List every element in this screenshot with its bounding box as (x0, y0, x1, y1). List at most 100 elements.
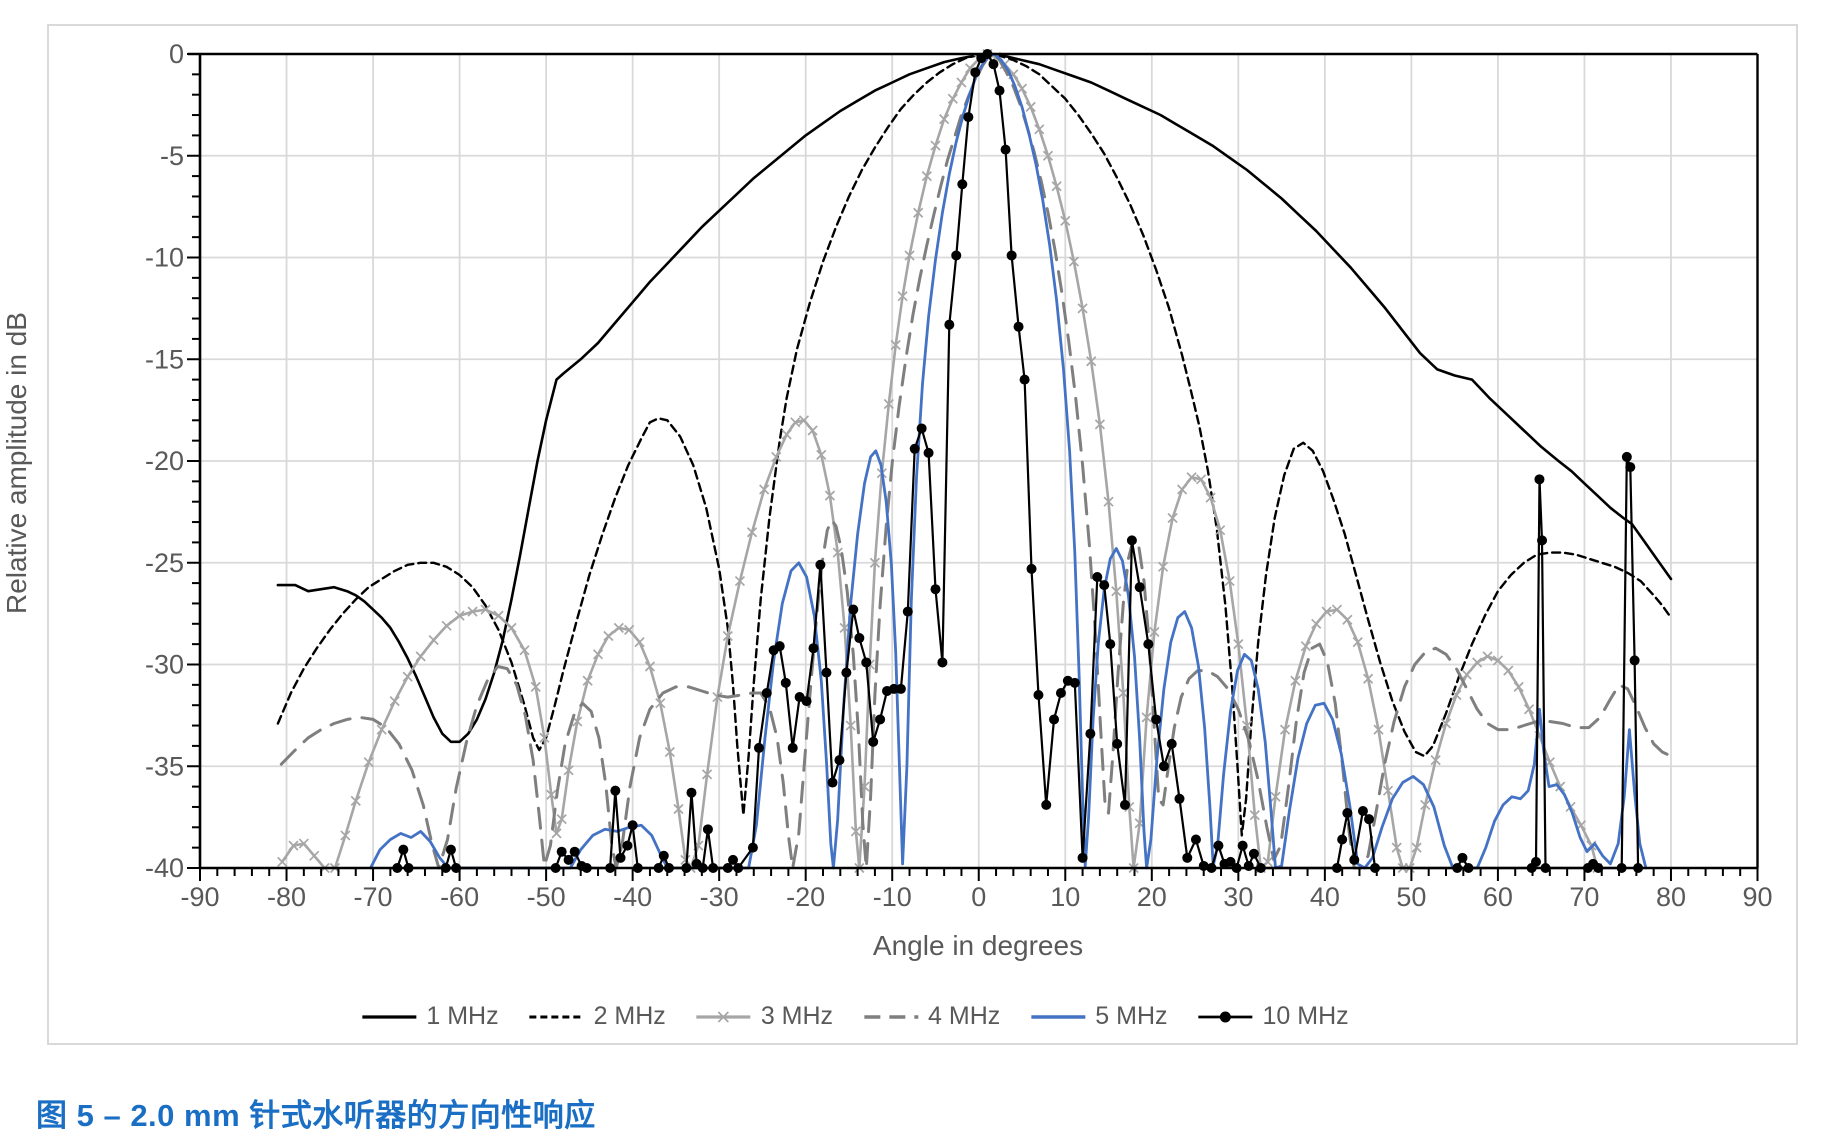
x-marker (1279, 724, 1291, 735)
dot-marker (1190, 834, 1201, 845)
x-marker (592, 649, 604, 660)
dot-marker (970, 67, 981, 78)
x-marker (1068, 256, 1080, 267)
legend: 1 MHz 2 MHz 3 MHz 4 MHz 5 MHz 10 MHz (361, 1002, 1349, 1031)
dot-marker (728, 854, 739, 865)
x-marker (530, 681, 541, 692)
x-marker (493, 610, 504, 621)
dot-marker (569, 846, 580, 857)
x-marker (428, 634, 439, 646)
x-marker (904, 250, 915, 261)
x-tick-label: 0 (971, 882, 986, 912)
dot-marker (1119, 799, 1130, 810)
x-marker (947, 93, 958, 104)
dot-marker (1069, 677, 1080, 688)
x-marker (701, 769, 713, 780)
x-marker (277, 856, 288, 867)
dot-marker (875, 714, 886, 725)
series-line-2-mhz (276, 52, 1673, 837)
dot-marker (1085, 728, 1096, 739)
legend-item-10-mhz: 10 MHz (1198, 1002, 1349, 1031)
dot-marker (944, 319, 955, 330)
dot-marker (1055, 687, 1066, 698)
x-marker (790, 417, 801, 428)
x-marker (1440, 718, 1452, 729)
dot-marker (923, 447, 934, 458)
x-marker (673, 803, 684, 815)
dot-marker (801, 696, 812, 707)
x-marker (1025, 101, 1036, 113)
x-marker (930, 140, 941, 151)
dot-marker (937, 657, 948, 668)
x-marker (1391, 842, 1402, 853)
dot-marker (868, 736, 879, 747)
x-marker (415, 651, 426, 662)
dot-marker (774, 641, 785, 652)
x-tick-label: 70 (1569, 882, 1599, 912)
dot-marker (658, 850, 669, 861)
y-tick-label: -10 (145, 243, 184, 273)
x-marker (1224, 575, 1235, 587)
dot-marker (1019, 374, 1030, 385)
x-marker (1016, 83, 1028, 94)
dot-marker (902, 606, 913, 617)
x-marker (376, 724, 387, 735)
dot-marker (1166, 738, 1177, 749)
dot-marker (1049, 714, 1060, 725)
x-marker (546, 789, 557, 800)
dot-marker (988, 59, 999, 70)
x-marker (340, 830, 351, 841)
x-marker (1051, 181, 1062, 192)
x-marker (624, 624, 635, 636)
x-tick-label: 50 (1396, 882, 1426, 912)
x-marker (913, 207, 924, 218)
x-marker (845, 720, 856, 731)
x-marker (781, 429, 792, 440)
dot-marker (909, 443, 920, 454)
x-marker (890, 339, 901, 351)
x-marker (1342, 614, 1353, 625)
dot-marker (563, 854, 574, 865)
legend-line-sample (1198, 1011, 1253, 1022)
x-marker (1094, 419, 1105, 430)
x-marker (1141, 712, 1152, 723)
x-marker (850, 826, 861, 837)
x-marker (1118, 687, 1129, 699)
dot-marker (1342, 808, 1353, 819)
x-tick-label: -80 (267, 882, 306, 912)
x-marker (644, 661, 656, 672)
x-marker (1451, 689, 1462, 701)
x-marker (824, 490, 836, 501)
x-tick-label: -40 (613, 882, 652, 912)
dot-marker (1105, 639, 1116, 650)
dot-marker (1077, 852, 1088, 863)
x-tick-label: -50 (527, 882, 566, 912)
x-marker (350, 795, 361, 806)
x-marker (1482, 651, 1493, 662)
x-marker (1472, 657, 1483, 668)
dot-marker (398, 844, 409, 855)
dot-marker (780, 677, 791, 688)
x-marker (1420, 799, 1431, 811)
x-marker (603, 630, 614, 642)
dot-marker (1099, 580, 1110, 591)
dot-marker (994, 85, 1005, 96)
x-tick-label: -60 (440, 882, 479, 912)
dot-marker (1213, 840, 1224, 851)
y-tick-label: -40 (145, 853, 184, 883)
dot-marker (861, 657, 872, 668)
x-tick-label: -70 (354, 882, 393, 912)
x-marker (634, 637, 645, 648)
x-tick-label: -30 (700, 882, 739, 912)
legend-item-4-mhz: 4 MHz (863, 1002, 1000, 1031)
dot-marker (686, 787, 697, 798)
dot-marker (787, 742, 798, 753)
x-marker (883, 398, 894, 410)
dot-marker (1143, 639, 1154, 650)
x-marker (1352, 637, 1363, 648)
x-marker (1382, 785, 1394, 796)
legend-line-sample (362, 1014, 417, 1019)
x-marker (556, 814, 567, 825)
x-marker (655, 698, 666, 709)
